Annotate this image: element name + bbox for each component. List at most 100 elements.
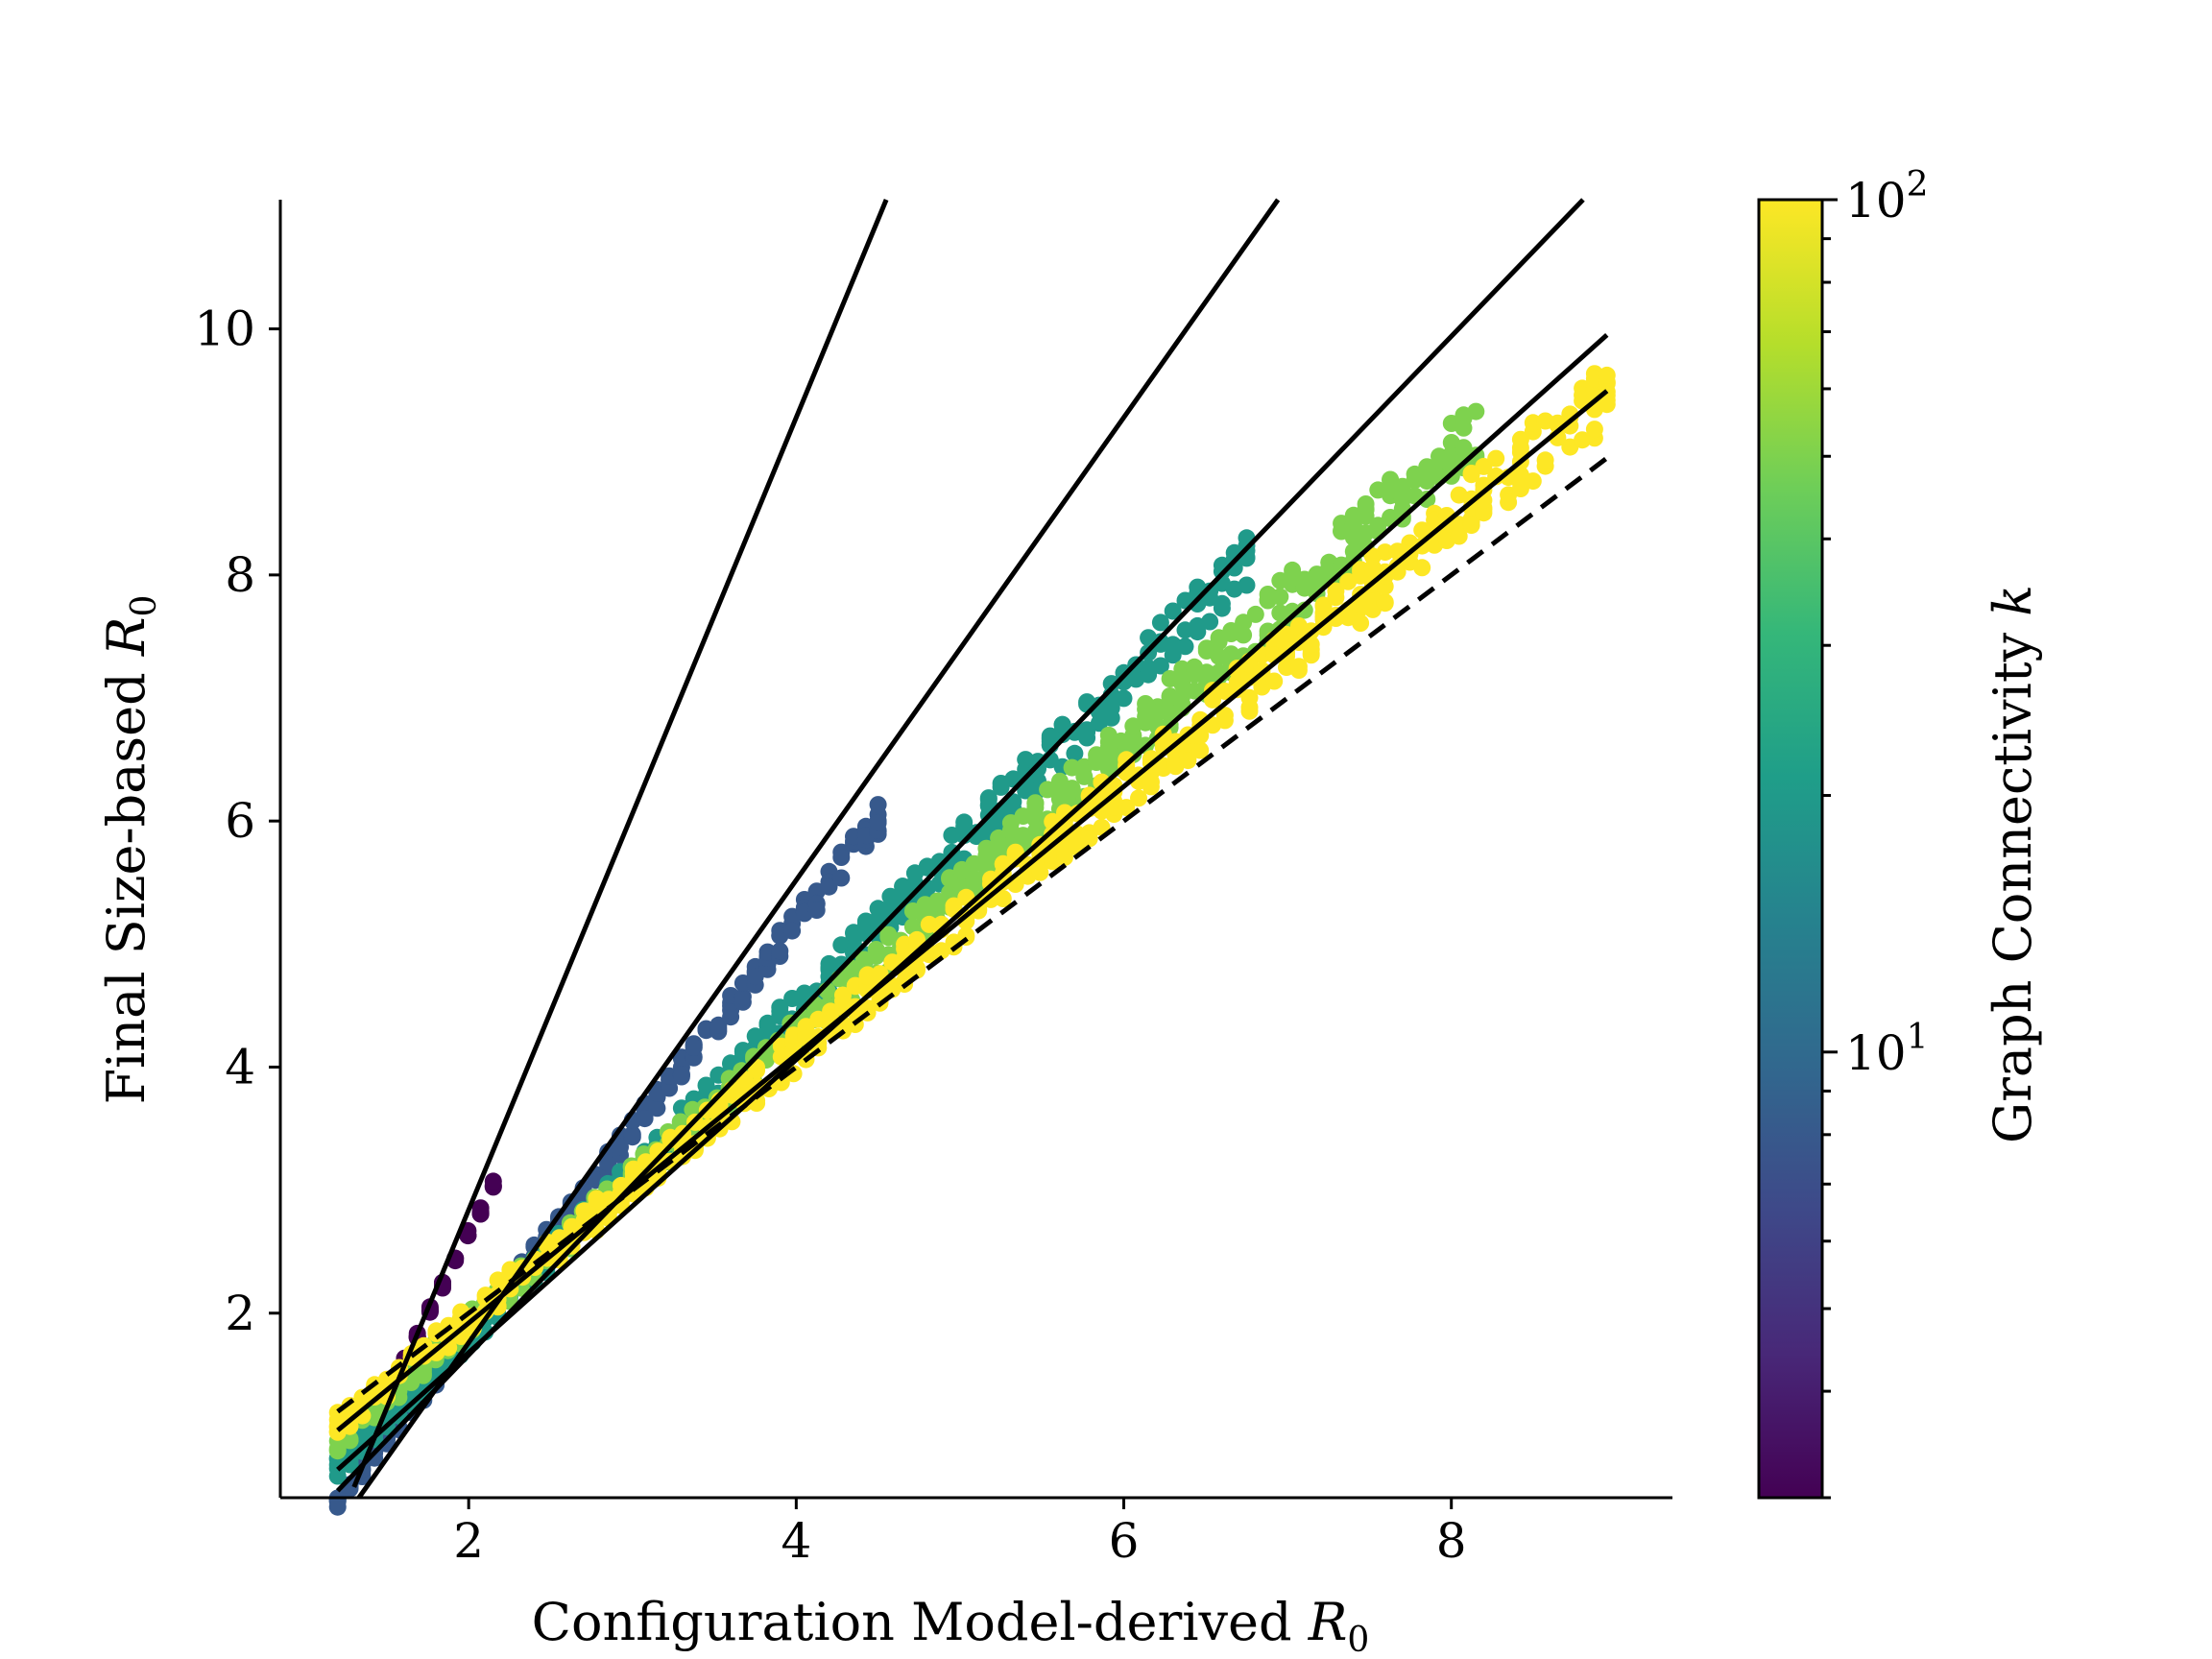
data-points <box>328 365 1616 1516</box>
data-point <box>908 930 926 949</box>
data-point <box>1585 421 1603 439</box>
data-point <box>1475 457 1493 475</box>
data-point <box>1142 773 1160 791</box>
fit-lines <box>335 198 1609 1500</box>
data-point <box>733 988 752 1006</box>
data-point <box>1314 596 1333 614</box>
data-point <box>869 796 887 814</box>
colorbar: 102 101 <box>1757 165 1929 1500</box>
data-point <box>1235 626 1253 644</box>
colorbar-gradient <box>1757 198 1824 1500</box>
data-point <box>1500 493 1518 512</box>
colorbar-tick-label: 101 <box>1845 1018 1929 1081</box>
data-point <box>1235 613 1253 632</box>
data-point <box>1118 751 1136 769</box>
data-point <box>832 869 851 887</box>
data-point <box>648 1099 666 1118</box>
data-point <box>1450 527 1468 545</box>
data-point <box>328 1498 347 1516</box>
data-point <box>636 1110 654 1128</box>
data-point <box>1075 767 1094 785</box>
colorbar-label: Graph Connectivity k <box>1983 585 2043 1143</box>
data-point <box>1201 582 1219 600</box>
x-tick-label: 4 <box>781 1513 811 1569</box>
data-point <box>685 1039 703 1056</box>
data-point <box>1140 665 1158 684</box>
data-point <box>1352 614 1370 632</box>
data-point <box>1029 759 1046 778</box>
data-point <box>709 1016 728 1034</box>
axes: 2 4 6 8 2 4 6 8 10 <box>194 200 1672 1569</box>
data-point <box>1102 699 1120 717</box>
data-point <box>1118 799 1136 817</box>
data-point <box>1511 430 1529 448</box>
data-point <box>1105 798 1123 816</box>
y-tick-label: 2 <box>225 1286 255 1341</box>
data-point <box>1080 830 1098 848</box>
data-point <box>1215 711 1234 730</box>
data-point <box>1536 451 1554 469</box>
data-point <box>820 878 838 896</box>
data-point <box>1066 744 1084 762</box>
data-point <box>807 902 826 919</box>
data-point <box>771 942 789 960</box>
data-point <box>471 1205 490 1223</box>
data-point <box>1056 848 1073 866</box>
data-point <box>783 922 802 940</box>
data-point <box>1376 594 1394 613</box>
data-point <box>672 1066 690 1083</box>
data-point <box>994 890 1012 907</box>
data-point <box>832 849 851 866</box>
data-point <box>1240 698 1259 716</box>
data-point <box>484 1172 502 1190</box>
data-point <box>758 1016 777 1034</box>
data-point <box>869 814 887 831</box>
data-point <box>1455 439 1473 457</box>
colorbar-tick-label: 102 <box>1845 165 1929 228</box>
y-tick-label: 8 <box>225 547 255 603</box>
data-point <box>1376 543 1394 562</box>
data-point <box>1191 741 1210 759</box>
data-point <box>1179 752 1197 770</box>
data-point <box>834 986 852 1004</box>
y-axis-label: Final Size-based R0 <box>96 595 164 1105</box>
data-point <box>1130 789 1147 807</box>
data-point <box>1487 449 1505 468</box>
y-tick-label: 4 <box>225 1039 255 1094</box>
data-point <box>1357 507 1375 525</box>
y-tick-label: 10 <box>194 301 255 357</box>
x-tick-label: 6 <box>1109 1513 1140 1569</box>
data-point <box>982 890 999 908</box>
x-tick-label: 8 <box>1436 1513 1467 1569</box>
data-point <box>1413 559 1431 577</box>
data-point <box>1017 781 1035 800</box>
data-point <box>414 1366 432 1384</box>
data-point <box>623 1125 641 1143</box>
data-point <box>1467 402 1485 421</box>
data-point <box>1151 657 1169 675</box>
data-point <box>661 1079 679 1097</box>
data-point <box>1164 602 1182 620</box>
fit-line-5 <box>336 389 1609 1432</box>
fit-line-3 <box>335 198 1585 1493</box>
y-tick-label: 6 <box>225 793 255 849</box>
data-point <box>1271 588 1289 606</box>
data-point <box>1115 689 1133 708</box>
data-point <box>1524 472 1542 491</box>
data-point <box>1598 396 1616 414</box>
data-point <box>1265 672 1284 690</box>
data-point <box>1026 799 1045 817</box>
data-point <box>1327 589 1345 607</box>
data-point <box>1475 504 1493 522</box>
data-point <box>612 1138 629 1156</box>
data-point <box>1289 658 1308 676</box>
data-point <box>1462 517 1480 535</box>
data-point <box>1238 576 1256 594</box>
data-point <box>1213 599 1231 617</box>
data-point <box>1295 601 1313 619</box>
data-point <box>1176 637 1194 656</box>
x-tick-label: 2 <box>453 1513 484 1569</box>
fit-line-1 <box>351 199 889 1488</box>
